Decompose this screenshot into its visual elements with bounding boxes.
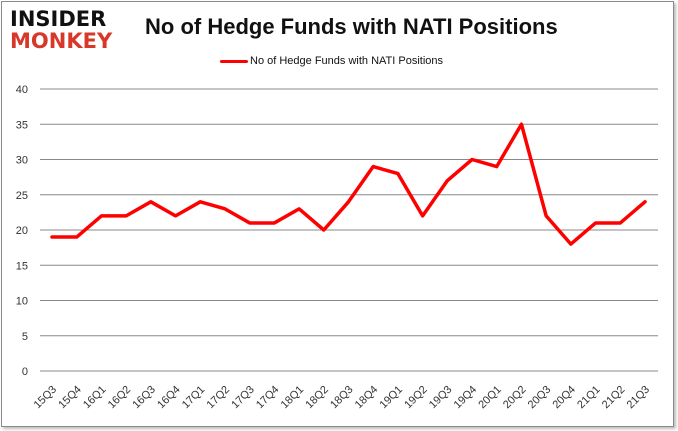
x-tick-label: 20Q3 — [526, 384, 554, 412]
x-tick-label: 17Q4 — [254, 384, 282, 412]
y-tick-label: 15 — [16, 260, 28, 272]
legend-swatch — [220, 59, 248, 63]
series-line — [50, 122, 647, 246]
x-tick-label: 20Q4 — [550, 384, 578, 412]
x-tick-label: 15Q3 — [32, 384, 60, 412]
x-tick-label: 19Q3 — [427, 384, 455, 412]
x-tick-label: 20Q1 — [476, 384, 504, 412]
x-tick-label: 18Q1 — [279, 384, 307, 412]
y-tick-label: 0 — [22, 366, 28, 378]
x-tick-label: 21Q3 — [625, 384, 653, 412]
x-tick-label: 21Q2 — [600, 384, 628, 412]
y-tick-label: 10 — [16, 296, 28, 308]
insider-monkey-logo: INSIDER MONKEY — [10, 8, 112, 52]
x-tick-label: 17Q3 — [229, 384, 257, 412]
x-tick-label: 19Q1 — [378, 384, 406, 412]
x-tick-label: 16Q1 — [81, 384, 109, 412]
x-tick-label: 18Q3 — [328, 384, 356, 412]
legend: No of Hedge Funds with NATI Positions — [220, 55, 443, 67]
logo-line2: MONKEY — [10, 29, 113, 53]
y-tick-label: 20 — [16, 225, 28, 237]
x-tick-label: 19Q2 — [402, 384, 430, 412]
y-tick-label: 35 — [16, 119, 28, 131]
x-tick-label: 21Q1 — [575, 384, 603, 412]
logo-line1: INSIDER — [10, 7, 107, 31]
x-tick-label: 17Q1 — [180, 384, 208, 412]
x-tick-label: 15Q4 — [56, 384, 84, 412]
chart-title: No of Hedge Funds with NATI Positions — [145, 14, 558, 39]
x-tick-label: 16Q4 — [155, 384, 183, 412]
y-tick-label: 40 — [16, 84, 28, 96]
legend-label: No of Hedge Funds with NATI Positions — [250, 55, 443, 67]
x-tick-label: 16Q3 — [130, 384, 158, 412]
x-tick-label: 16Q2 — [106, 384, 134, 412]
y-tick-label: 5 — [22, 331, 28, 343]
x-tick-label: 20Q2 — [501, 384, 529, 412]
x-tick-label: 19Q4 — [452, 384, 480, 412]
x-tick-label: 17Q2 — [205, 384, 233, 412]
y-tick-label: 25 — [16, 190, 28, 202]
x-tick-label: 18Q4 — [353, 384, 381, 412]
y-tick-label: 30 — [16, 155, 28, 167]
x-tick-label: 18Q2 — [303, 384, 331, 412]
